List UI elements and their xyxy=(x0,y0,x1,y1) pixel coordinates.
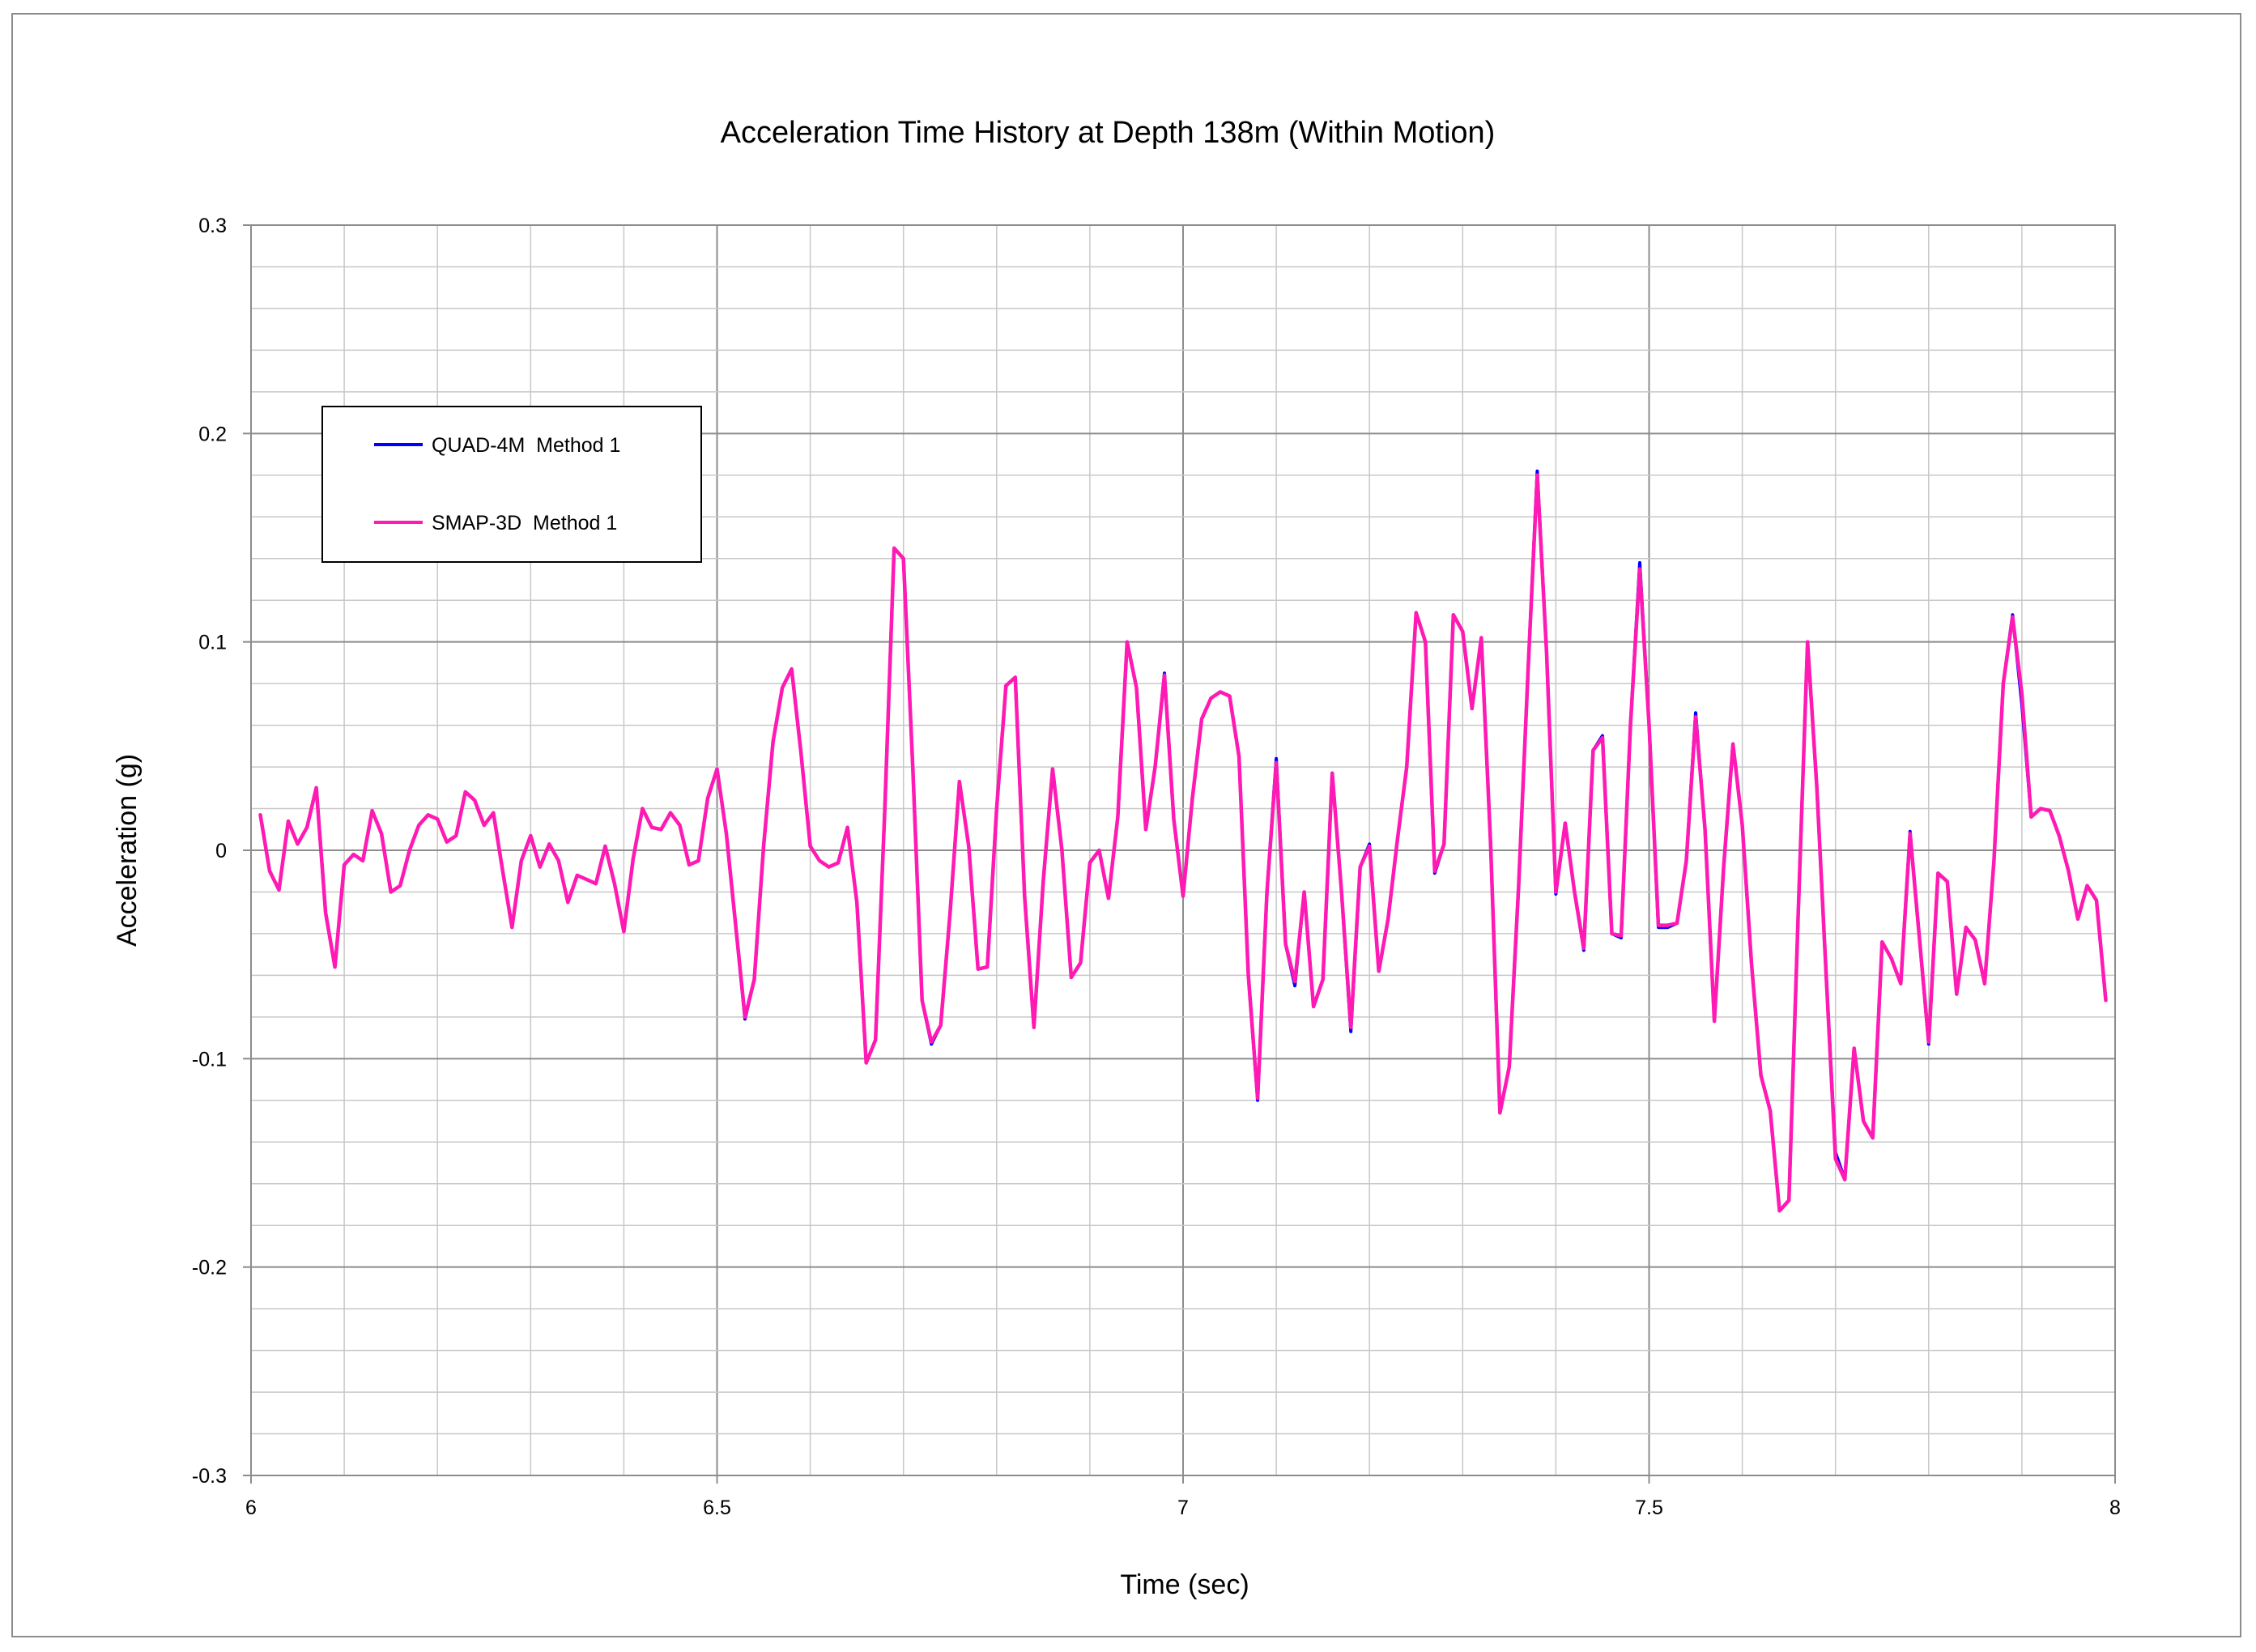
y-tick-label: -0.2 xyxy=(192,1257,227,1279)
x-tick-label: 7.5 xyxy=(1635,1497,1663,1519)
y-axis-label: Acceleration (g) xyxy=(112,754,143,947)
legend-label-smap-3d: SMAP-3D Method 1 xyxy=(432,512,617,534)
chart-title: Acceleration Time History at Depth 138m … xyxy=(721,116,1496,150)
x-tick-label: 7 xyxy=(1177,1497,1189,1519)
y-tick-label: -0.3 xyxy=(192,1465,227,1488)
chart-frame xyxy=(11,13,2241,1637)
series-layer xyxy=(258,469,2108,1213)
series-line-smap-3d xyxy=(258,473,2108,1213)
legend: QUAD-4M Method 1 SMAP-3D Method 1 xyxy=(321,406,702,563)
x-axis-label: Time (sec) xyxy=(1120,1569,1249,1600)
y-tick-label: 0.2 xyxy=(198,423,227,445)
legend-label-quad-4m: QUAD-4M Method 1 xyxy=(432,434,620,457)
legend-box xyxy=(321,406,702,563)
x-tick-label: 6.5 xyxy=(703,1497,731,1519)
x-axis-ticks: 6 6.5 7 7.5 8 xyxy=(245,1475,2121,1519)
y-tick-label: 0.3 xyxy=(198,215,227,237)
grid xyxy=(251,225,2115,1475)
y-tick-label: -0.1 xyxy=(192,1048,227,1071)
y-tick-label: 0.1 xyxy=(198,632,227,654)
x-tick-label: 6 xyxy=(245,1497,257,1519)
x-tick-label: 8 xyxy=(2109,1497,2121,1519)
y-axis-ticks: -0.3 -0.2 -0.1 0 0.1 0.2 0.3 xyxy=(192,215,251,1488)
y-tick-label: 0 xyxy=(215,840,227,862)
